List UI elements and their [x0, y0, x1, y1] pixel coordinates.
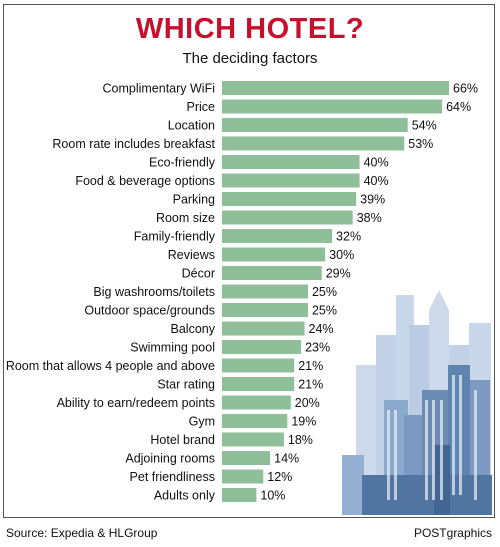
bar: [222, 432, 284, 447]
category-label: Pet friendliness: [130, 470, 215, 484]
value-label: 32%: [336, 230, 361, 244]
bar: [222, 488, 257, 502]
bar: [222, 377, 295, 391]
value-label: 23%: [305, 341, 330, 355]
category-label: Décor: [182, 267, 215, 281]
bar: [222, 358, 295, 373]
bar: [222, 173, 360, 188]
value-label: 54%: [412, 119, 437, 133]
bar: [222, 247, 326, 262]
bar: [222, 451, 271, 465]
bar: [222, 155, 360, 169]
category-label: Food & beverage options: [75, 174, 215, 188]
category-label: Adults only: [154, 489, 216, 503]
value-label: 21%: [298, 378, 323, 392]
value-label: 53%: [408, 137, 433, 151]
value-label: 19%: [291, 415, 316, 429]
value-label: 40%: [364, 156, 389, 170]
bar: [222, 118, 408, 132]
category-label: Complimentary WiFi: [102, 82, 215, 96]
bar: [222, 136, 405, 151]
category-label: Room size: [156, 211, 215, 225]
bar: [222, 99, 443, 114]
value-label: 10%: [260, 489, 285, 503]
bar: [222, 303, 308, 317]
bar: [222, 266, 322, 280]
value-label: 38%: [357, 211, 382, 225]
category-label: Swimming pool: [130, 341, 215, 355]
category-label: Reviews: [168, 248, 215, 262]
category-label: Parking: [173, 193, 215, 207]
category-label: Star rating: [157, 378, 215, 392]
category-label: Big washrooms/toilets: [93, 285, 215, 299]
category-label: Gym: [189, 415, 215, 429]
category-label: Balcony: [171, 322, 216, 336]
value-label: 25%: [312, 304, 337, 318]
value-label: 20%: [295, 396, 320, 410]
value-label: 40%: [364, 174, 389, 188]
bar: [222, 414, 288, 428]
source-note: Source: Expedia & HLGroup: [6, 526, 158, 540]
city-skyline-illustration: [342, 290, 492, 515]
bar: [222, 395, 291, 410]
value-label: 64%: [446, 100, 471, 114]
bar-chart: Complimentary WiFi 66% Price 64% Location 54%…: [6, 81, 492, 515]
bar: [222, 81, 449, 95]
bar: [222, 192, 357, 206]
value-label: 30%: [329, 248, 354, 262]
bar: [222, 210, 353, 225]
bar: [222, 469, 264, 484]
infographic-frame: WHICH HOTEL? The deciding factors: [3, 4, 495, 518]
category-label: Eco-friendly: [149, 156, 216, 170]
graphics-credit: POSTgraphics: [413, 526, 492, 540]
chart-title: WHICH HOTEL?: [135, 13, 365, 45]
bar: [222, 284, 308, 299]
value-label: 39%: [360, 193, 385, 207]
value-label: 21%: [298, 359, 323, 373]
value-label: 24%: [309, 322, 334, 336]
bar: [222, 340, 302, 354]
category-label: Location: [168, 119, 215, 133]
bar: [222, 321, 305, 336]
value-label: 66%: [453, 82, 478, 96]
value-label: 29%: [326, 267, 351, 281]
category-label: Price: [187, 100, 216, 114]
value-label: 18%: [288, 433, 313, 447]
category-label: Family-friendly: [134, 230, 216, 244]
category-label: Hotel brand: [150, 433, 215, 447]
category-label: Outdoor space/grounds: [84, 304, 215, 318]
value-label: 12%: [267, 470, 292, 484]
bars-group: Complimentary WiFi 66% Price 64% Location 54%…: [6, 81, 478, 503]
value-label: 14%: [274, 452, 299, 466]
chart-subtitle: The deciding factors: [182, 50, 318, 67]
category-label: Adjoining rooms: [125, 452, 215, 466]
category-label: Room that allows 4 people and above: [6, 359, 215, 373]
bar: [222, 229, 333, 243]
category-label: Room rate includes breakfast: [52, 137, 215, 151]
value-label: 25%: [312, 285, 337, 299]
category-label: Ability to earn/redeem points: [57, 396, 215, 410]
